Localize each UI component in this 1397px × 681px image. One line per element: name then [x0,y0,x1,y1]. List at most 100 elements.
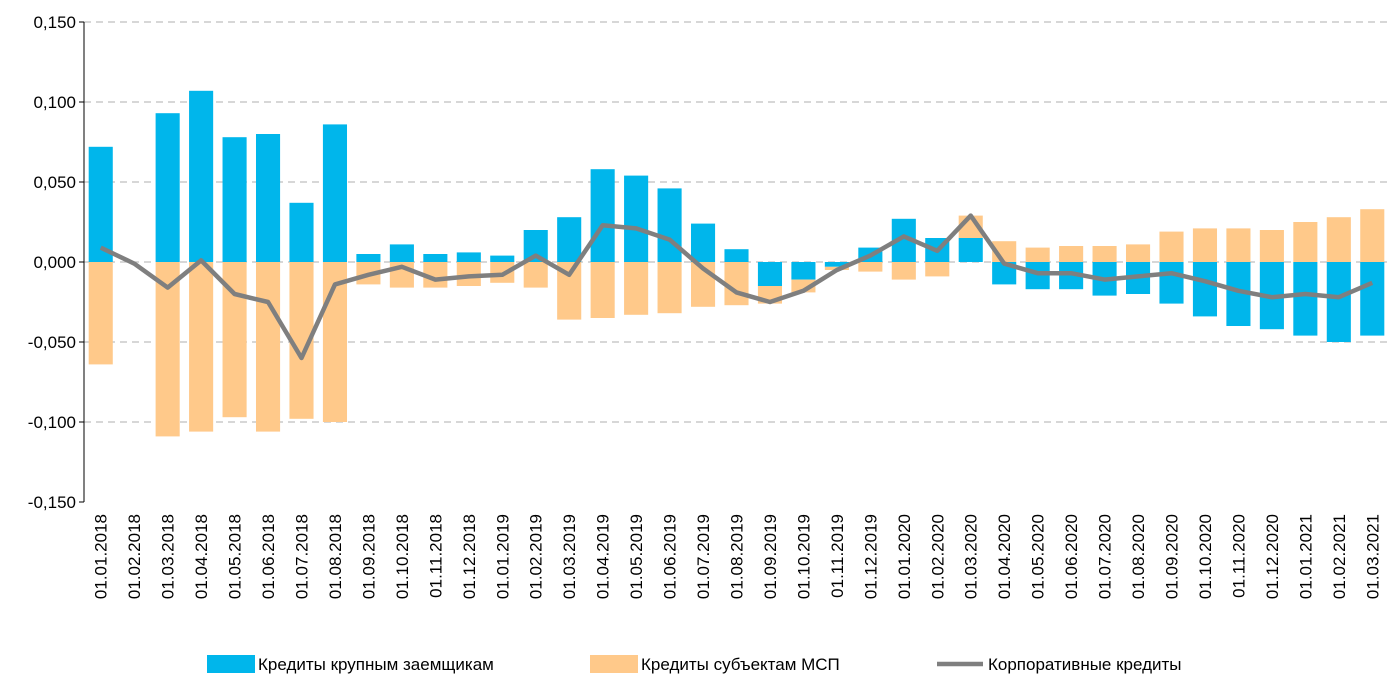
x-tick-label: 01.06.2020 [1062,514,1081,599]
legend-item: Кредиты крупным заемщикам [207,655,494,674]
bar [724,249,749,262]
bar [1159,262,1184,304]
legend-label: Корпоративные кредиты [988,655,1182,674]
legend-label: Кредиты субъектам МСП [641,655,840,674]
legend-item: Корпоративные кредиты [937,655,1182,674]
x-tick-label: 01.09.2018 [359,514,378,599]
bar [155,262,180,437]
x-tick-label: 01.04.2020 [995,514,1014,599]
bar [356,254,381,262]
x-tick-label: 01.10.2020 [1196,514,1215,599]
bar [624,262,649,315]
bar [958,238,983,262]
x-tick-label: 01.01.2018 [92,514,111,599]
bar [255,134,281,262]
bar [189,90,214,262]
x-tick-label: 01.10.2018 [393,514,412,599]
bar [925,262,950,277]
bar [791,262,816,280]
x-tick-label: 01.03.2018 [159,514,178,599]
legend-label: Кредиты крупным заемщикам [258,655,494,674]
y-tick-label: 0,150 [33,13,76,32]
bar [1293,262,1318,336]
x-tick-label: 01.06.2019 [661,514,680,599]
legend-item: Кредиты субъектам МСП [590,655,840,674]
bar [1326,262,1351,342]
bar [1360,262,1385,336]
bar [523,262,548,288]
bar [1092,246,1117,262]
x-tick-label: 01.09.2019 [761,514,780,599]
bar [456,252,481,262]
bar [423,254,448,262]
bar [1025,247,1050,262]
bar [757,262,783,286]
bar [1360,209,1385,262]
bar [1293,222,1318,262]
x-tick-label: 01.04.2019 [594,514,613,599]
x-tick-label: 01.12.2018 [460,514,479,599]
bar [624,175,649,262]
bar [657,188,682,262]
x-tick-label: 01.10.2019 [794,514,813,599]
bar [1326,217,1351,262]
x-tick-label: 01.11.2018 [426,514,445,598]
line [99,213,1374,361]
y-tick-label: 0,050 [33,173,76,192]
x-tick-label: 01.09.2020 [1163,514,1182,599]
bar [1226,228,1251,262]
x-tick-label: 01.11.2020 [1229,514,1248,598]
x-tick-label: 01.01.2019 [493,514,512,599]
legend-swatch [590,655,638,673]
bar [88,146,113,262]
x-tick-label: 01.06.2018 [259,514,278,599]
x-tick-label: 01.05.2019 [627,514,646,599]
bar [590,262,615,318]
x-tick-label: 01.12.2020 [1263,514,1282,599]
bar [824,262,849,267]
x-tick-label: 01.12.2019 [861,514,880,599]
bar [1059,246,1084,262]
x-tick-label: 01.08.2018 [326,514,345,599]
x-tick-label: 01.04.2018 [192,514,211,599]
x-tick-label: 01.03.2021 [1363,514,1382,599]
bar [389,244,414,262]
bar [1192,228,1218,262]
bar [590,169,615,262]
bar [690,223,716,262]
y-tick-label: -0,100 [28,413,76,432]
x-tick-label: 01.05.2018 [226,514,245,599]
bar [322,124,348,263]
bar [724,262,749,306]
bar [891,262,916,280]
bar [88,262,113,365]
x-tick-label: 01.07.2019 [694,514,713,599]
bar [189,262,214,432]
y-tick-label: -0,050 [28,333,76,352]
bar [858,262,883,272]
bar [490,255,515,262]
x-tick-label: 01.03.2020 [962,514,981,599]
bar [657,262,682,314]
legend-swatch [207,655,255,673]
bar [289,202,314,262]
x-tick-label: 01.02.2018 [125,514,144,599]
bar [1125,244,1151,262]
x-tick-label: 01.07.2020 [1096,514,1115,599]
x-tick-label: 01.11.2019 [828,514,847,598]
y-tick-label: -0,150 [28,493,76,512]
x-tick-label: 01.03.2019 [560,514,579,599]
x-tick-label: 01.08.2020 [1129,514,1148,599]
bar [1192,262,1218,317]
y-tick-label: 0,100 [33,93,76,112]
bar [1259,230,1284,262]
x-tick-label: 01.02.2019 [527,514,546,599]
x-tick-label: 01.02.2021 [1330,514,1349,599]
bar [1159,231,1184,262]
bar [557,217,582,262]
x-tick-label: 01.05.2020 [1029,514,1048,599]
bar [155,113,180,262]
bar [255,262,281,432]
x-tick-label: 01.01.2021 [1296,514,1315,599]
